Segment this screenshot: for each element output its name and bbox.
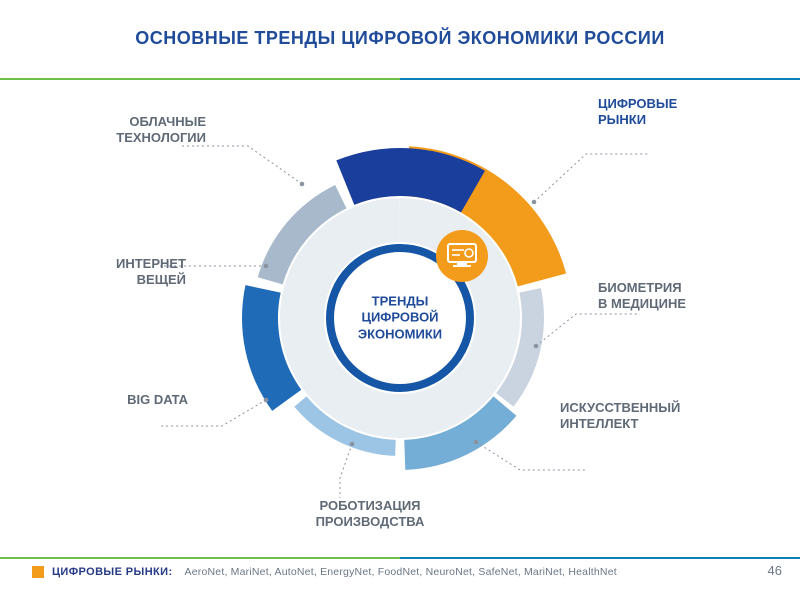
- radial-chart: ТРЕНДЫ ЦИФРОВОЙ ЭКОНОМИКИ ЦИФРОВЫЕ РЫНКИ…: [0, 78, 800, 558]
- legend-nets: AeroNet, MariNet, AutoNet, EnergyNet, Fo…: [185, 566, 617, 578]
- footer-legend: ЦИФРОВЫЕ РЫНКИ: AeroNet, MariNet, AutoNe…: [32, 566, 617, 578]
- label-robotization: РОБОТИЗАЦИЯ ПРОИЗВОДСТВА: [316, 498, 425, 531]
- label-ai: ИСКУССТВЕННЫЙ ИНТЕЛЛЕКТ: [560, 400, 680, 433]
- label-cloud: ОБЛАЧНЫЕ ТЕХНОЛОГИИ: [66, 114, 206, 147]
- label-digital-markets: ЦИФРОВЫЕ РЫНКИ: [598, 96, 677, 129]
- page-title: ОСНОВНЫЕ ТРЕНДЫ ЦИФРОВОЙ ЭКОНОМИКИ РОССИ…: [0, 0, 800, 49]
- legend-label: ЦИФРОВЫЕ РЫНКИ:: [52, 566, 173, 578]
- legend-marker: [32, 566, 44, 578]
- page-number: 46: [768, 563, 782, 578]
- label-big-data: BIG DATA: [78, 392, 188, 408]
- divider-bottom: [0, 557, 800, 559]
- label-iot: ИНТЕРНЕТ ВЕЩЕЙ: [66, 256, 186, 289]
- center-label: ТРЕНДЫ ЦИФРОВОЙ ЭКОНОМИКИ: [340, 294, 460, 343]
- label-biometrics: БИОМЕТРИЯ В МЕДИЦИНЕ: [598, 280, 686, 313]
